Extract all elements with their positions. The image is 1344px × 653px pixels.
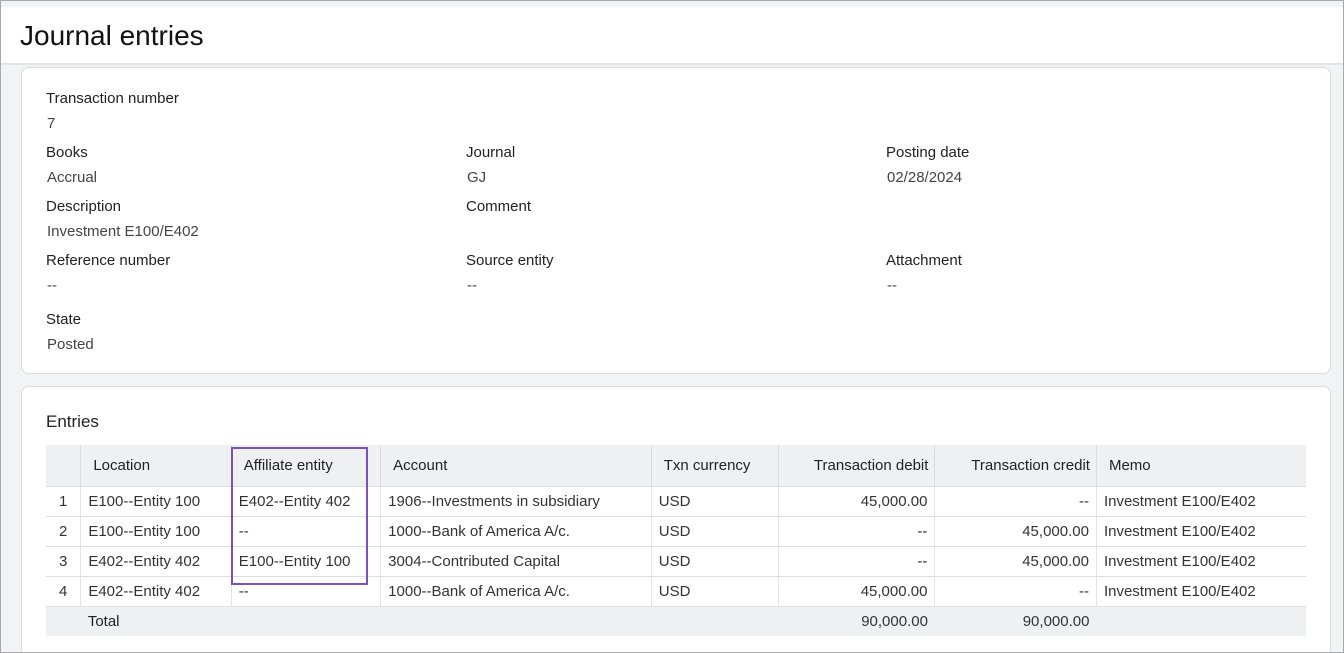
cell: -- [777, 546, 935, 577]
cell: -- [777, 516, 935, 547]
cell: USD [650, 486, 779, 517]
cell: Investment E100/E402 [1095, 516, 1306, 547]
cell: E402--Entity 402 [230, 486, 381, 517]
cell: 1906--Investments in subsidiary [380, 486, 652, 517]
column-header: Account [380, 445, 652, 487]
section-title: Entries [46, 412, 99, 431]
field-label: Posting date [886, 144, 970, 161]
details-card: Transaction number 7 Books Accrual Journal GJ… [21, 67, 1331, 374]
total-debit: 90,000.00 [778, 606, 935, 636]
field-label: Journal [466, 144, 516, 161]
cell [231, 606, 381, 636]
cell: USD [650, 576, 779, 607]
cell: Investment E100/E402 [1095, 486, 1306, 517]
field-value: -- [47, 277, 57, 294]
entry-row: 4 E402--Entity 402 -- 1000--Bank of America… [46, 576, 1306, 607]
entry-row: 3 E402--Entity 402 E100--Entity 100 3004--C… [46, 546, 1306, 577]
cell: 45,000.00 [777, 486, 935, 517]
field-value: GJ [467, 169, 487, 186]
column-header: Location [80, 445, 232, 487]
field-value: Accrual [47, 169, 98, 186]
cell [46, 606, 81, 636]
total-row: Total 90,000.00 90,000.00 [46, 606, 1306, 636]
cell: USD [650, 546, 779, 577]
cell [651, 606, 779, 636]
entry-row: 2 E100--Entity 100 -- 1000--Bank of America… [46, 516, 1306, 547]
page-title: Journal entries [20, 20, 204, 51]
field-label: Source entity [466, 252, 554, 269]
field-value: Investment E100/E402 [47, 223, 199, 240]
entries-card: Entries Location Affiliate entity Account T… [21, 386, 1331, 652]
total-credit: 90,000.00 [934, 606, 1097, 636]
column-header: Txn currency [650, 445, 779, 487]
cell: 1000--Bank of America A/c. [380, 516, 652, 547]
field-label: Books [46, 144, 88, 161]
row-number: 3 [46, 546, 81, 577]
cell: Investment E100/E402 [1095, 546, 1306, 577]
column-header: Transaction debit [777, 445, 935, 487]
page-header: Journal entries [1, 7, 1343, 65]
cell: E100--Entity 100 [230, 546, 381, 577]
entries-table: Location Affiliate entity Account Txn curre… [46, 445, 1306, 636]
header-cell [46, 445, 81, 487]
field-label: Transaction number [46, 90, 179, 107]
field-label: Attachment [886, 252, 962, 269]
cell: E402--Entity 402 [80, 576, 232, 607]
cell: -- [934, 486, 1097, 517]
field-label: Reference number [46, 252, 171, 269]
entry-row: 1 E100--Entity 100 E402--Entity 402 1906--I… [46, 486, 1306, 517]
field-value: Posted [47, 336, 94, 353]
cell [380, 606, 652, 636]
field-label: Comment [466, 198, 532, 215]
cell: -- [230, 576, 381, 607]
header-row: Location Affiliate entity Account Txn curre… [46, 445, 1306, 487]
highlight-box [231, 447, 368, 585]
field-value: 02/28/2024 [887, 169, 963, 186]
cell: -- [934, 576, 1097, 607]
cell: 1000--Bank of America A/c. [380, 576, 652, 607]
column-header: Affiliate entity [230, 445, 381, 487]
cell: E402--Entity 402 [80, 546, 232, 577]
field-label: Description [46, 198, 122, 215]
cell: E100--Entity 100 [80, 486, 232, 517]
total-label: Total [80, 606, 232, 636]
column-header: Transaction credit [934, 445, 1097, 487]
row-number: 2 [46, 516, 81, 547]
column-header: Memo [1095, 445, 1306, 487]
row-number: 4 [46, 576, 81, 607]
field-value: -- [887, 277, 897, 294]
field-label: State [46, 311, 82, 328]
cell: Investment E100/E402 [1095, 576, 1306, 607]
cell: 45,000.00 [934, 516, 1097, 547]
row-number: 1 [46, 486, 81, 517]
cell: 3004--Contributed Capital [380, 546, 652, 577]
field-value: -- [467, 277, 477, 294]
cell [1096, 606, 1306, 636]
cell: USD [650, 516, 779, 547]
cell: E100--Entity 100 [80, 516, 232, 547]
cell: 45,000.00 [934, 546, 1097, 577]
field-value: 7 [47, 115, 56, 132]
cell: 45,000.00 [777, 576, 935, 607]
